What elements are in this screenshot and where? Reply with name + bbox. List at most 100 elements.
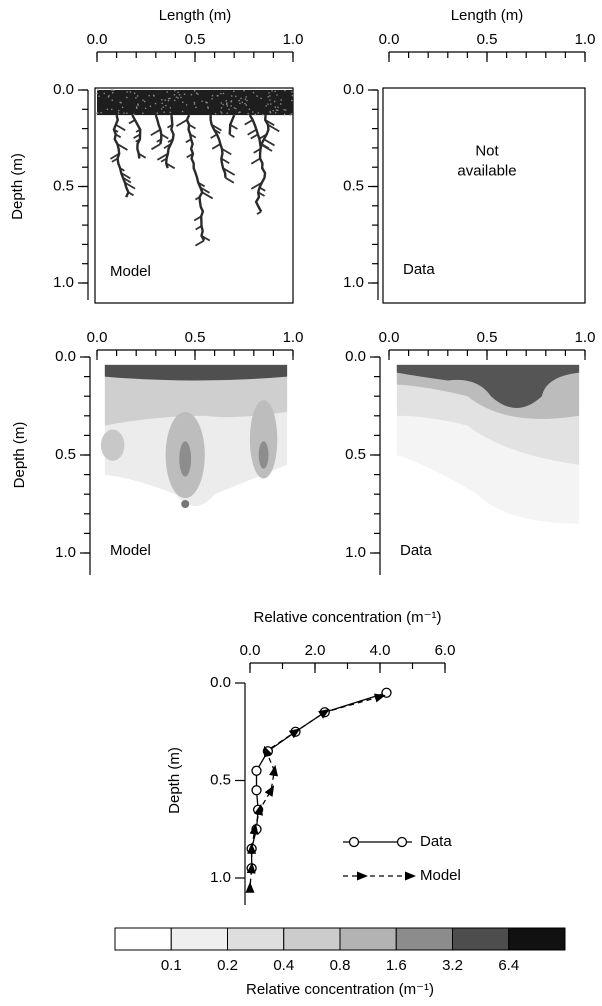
speck	[291, 94, 294, 97]
speck	[230, 105, 232, 107]
speck	[280, 99, 282, 101]
speck	[274, 90, 276, 93]
speck	[97, 89, 99, 91]
x-tick-label: 1.0	[575, 31, 596, 48]
speck	[117, 109, 120, 112]
speck	[126, 91, 128, 93]
colorbar-label: 6.4	[498, 957, 519, 974]
speck	[178, 94, 181, 96]
speck	[226, 102, 228, 104]
x-tick-label: 1.0	[283, 329, 304, 346]
speck	[290, 91, 293, 93]
root-branch	[229, 123, 238, 130]
colorbar-box	[170, 927, 228, 951]
colorbar-label: 0.4	[273, 957, 294, 974]
speck	[276, 109, 279, 112]
speck	[195, 106, 197, 109]
root-branch	[222, 167, 236, 176]
speck	[96, 92, 99, 95]
y-tick-label: 1.0	[345, 544, 366, 561]
speck	[275, 109, 278, 111]
speck	[135, 107, 138, 109]
root	[228, 114, 236, 135]
speck	[233, 90, 235, 93]
colorbar-box	[283, 927, 341, 951]
speck	[291, 99, 293, 102]
speck	[129, 91, 132, 93]
root	[131, 114, 142, 159]
x-tick-label: 0.0	[87, 31, 108, 48]
speck	[228, 108, 230, 111]
x-axis-title: Length (m)	[159, 7, 232, 24]
speck	[167, 97, 170, 100]
annotation: available	[457, 163, 516, 180]
speck	[265, 105, 267, 107]
speck	[169, 106, 172, 109]
x-tick-label: 0.5	[477, 31, 498, 48]
colorbar-title: Relative concentration (m⁻¹)	[246, 981, 434, 998]
speck	[117, 112, 120, 114]
x-tick-label: 0.0	[240, 642, 261, 659]
x-tick-label: 4.0	[370, 642, 391, 659]
speck	[108, 94, 110, 97]
legend-label: Data	[420, 833, 452, 850]
speck	[241, 101, 244, 104]
speck	[251, 111, 254, 113]
speck	[137, 104, 139, 106]
annotation: Not	[475, 143, 499, 160]
speck	[133, 92, 136, 95]
root-branch	[225, 177, 235, 184]
model-point	[264, 785, 275, 797]
speck	[161, 102, 163, 105]
colorbar-box	[114, 927, 172, 951]
speck	[119, 101, 122, 104]
model-point	[263, 745, 273, 758]
colorbar-label: 1.6	[386, 957, 407, 974]
speck	[233, 107, 236, 109]
speck	[269, 99, 271, 101]
speck	[222, 92, 225, 95]
colorbar-label: 3.2	[442, 957, 463, 974]
x-tick-label: 0.0	[379, 31, 400, 48]
speck	[269, 110, 271, 113]
x-tick-label: 0.5	[185, 329, 206, 346]
contour	[181, 500, 190, 508]
model-point	[269, 764, 278, 777]
y-tick-label: 0.0	[343, 81, 364, 98]
speck	[98, 95, 100, 98]
contour	[179, 441, 192, 477]
speck	[284, 89, 286, 92]
x-tick-label: 2.0	[305, 642, 326, 659]
speck	[225, 99, 228, 102]
speck	[244, 98, 247, 100]
x-tick-label: 0.5	[477, 329, 498, 346]
speck	[230, 100, 233, 102]
model-point	[246, 862, 256, 874]
speck	[243, 89, 245, 92]
speck	[269, 95, 271, 97]
speck	[277, 106, 279, 109]
contour	[249, 400, 278, 479]
speck	[126, 96, 128, 99]
speck	[270, 103, 272, 105]
speck	[283, 113, 286, 116]
speck	[244, 102, 246, 105]
speck	[175, 96, 178, 98]
root-branch	[259, 143, 273, 152]
speck	[183, 93, 186, 95]
speck	[103, 92, 106, 95]
speck	[276, 94, 278, 96]
y-tick-label: 0.5	[343, 177, 364, 194]
speck	[133, 113, 135, 116]
speck	[190, 93, 193, 96]
x-axis-title: Relative concentration (m⁻¹)	[254, 609, 442, 626]
root-branch	[194, 239, 205, 247]
speck	[121, 106, 124, 109]
speck	[211, 95, 214, 97]
speck	[185, 104, 188, 106]
root	[154, 114, 163, 145]
root	[164, 114, 175, 169]
contour	[104, 364, 288, 426]
speck	[257, 112, 260, 114]
speck	[238, 99, 240, 102]
